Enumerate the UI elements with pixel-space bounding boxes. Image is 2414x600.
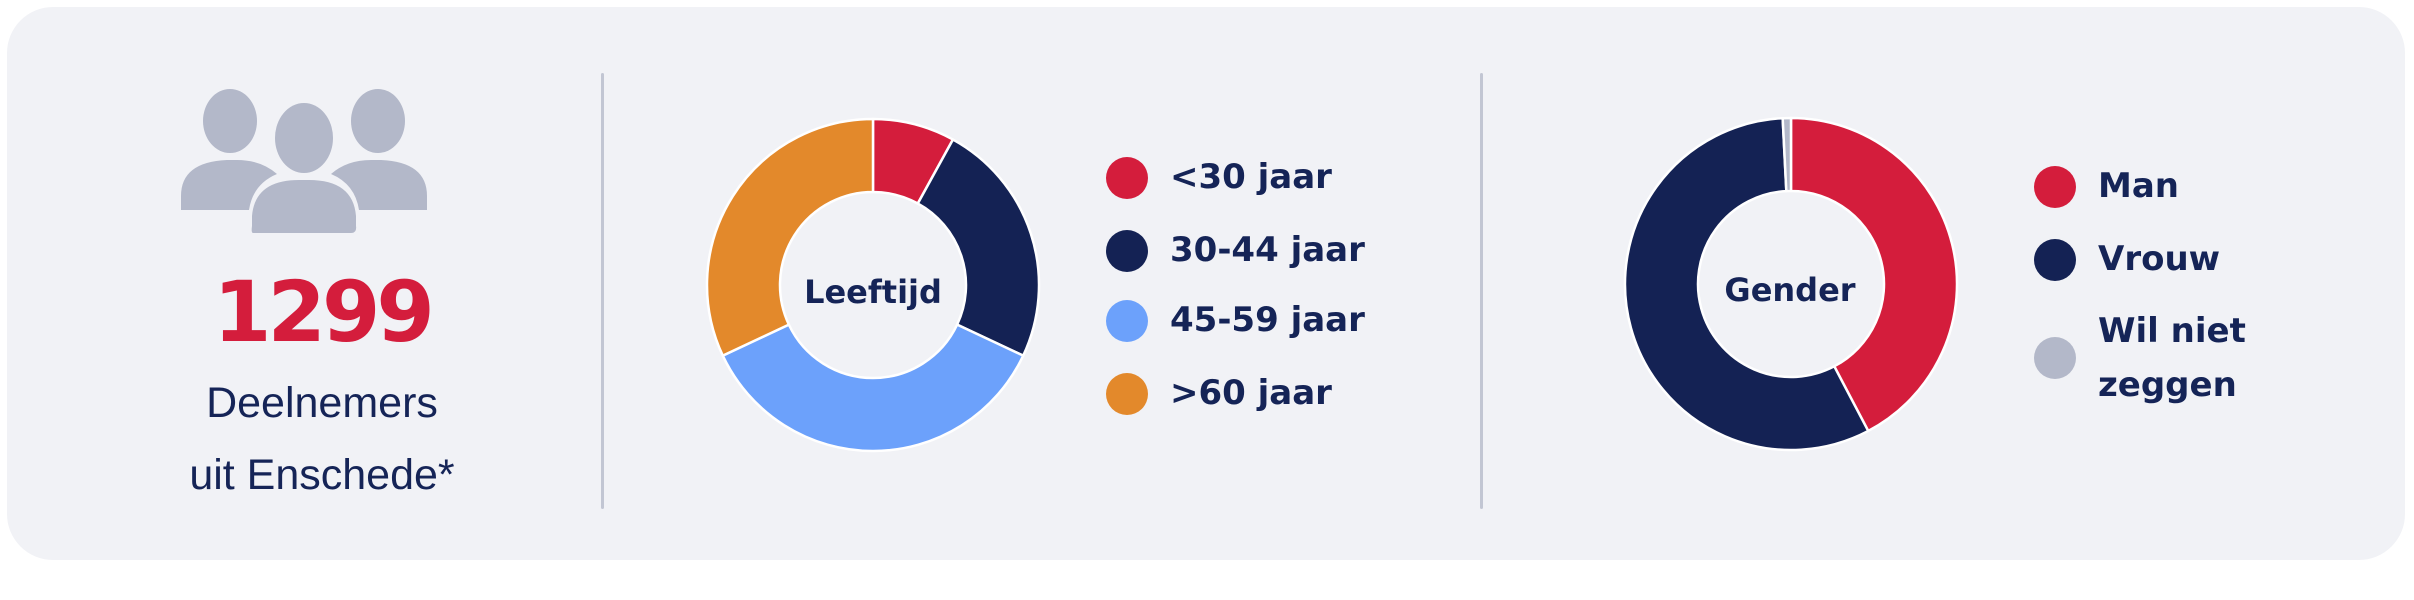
- divider-right: [1480, 73, 1483, 509]
- participant-count: 1299: [213, 263, 435, 361]
- legend-label: >60 jaar: [1170, 373, 1332, 413]
- legend-label-line-2: zeggen: [2098, 365, 2237, 405]
- donut-segment: [1781, 116, 1793, 193]
- donut-segment: [1789, 116, 1959, 433]
- divider-left: [601, 73, 604, 509]
- legend-dot-orange: [1106, 372, 1148, 415]
- legend-label: Wil niet zeggen: [2098, 304, 2246, 412]
- gender-donut-chart: [1623, 116, 1959, 452]
- legend-item-under-30: <30 jaar: [1106, 150, 1332, 205]
- legend-label: 30-44 jaar: [1170, 230, 1365, 270]
- legend-label: Vrouw: [2098, 239, 2221, 279]
- legend-label: 45-59 jaar: [1170, 300, 1365, 340]
- stats-card: [7, 7, 2405, 560]
- donut-segment: [916, 138, 1041, 357]
- legend-item-over-60: >60 jaar: [1106, 366, 1332, 421]
- legend-dot-red: [1106, 156, 1148, 199]
- legend-dot-light-blue: [1106, 299, 1148, 342]
- legend-dot-red: [2034, 165, 2076, 208]
- legend-item-vrouw: Vrouw: [2034, 232, 2220, 287]
- legend-dot-navy: [1106, 229, 1148, 272]
- legend-dot-grey: [2034, 337, 2076, 379]
- legend-item-wil-niet-zeggen: Wil niet zeggen: [2034, 304, 2246, 412]
- donut-segment: [1623, 116, 1870, 452]
- age-donut-center-label: Leeftijd: [804, 273, 942, 311]
- legend-label-line-1: Wil niet: [2098, 311, 2246, 351]
- legend-item-30-44: 30-44 jaar: [1106, 223, 1365, 278]
- donut-segment: [705, 117, 875, 357]
- legend-label: Man: [2098, 166, 2179, 206]
- caption-line-1: Deelnemers: [206, 379, 438, 427]
- legend-dot-navy: [2034, 238, 2076, 281]
- gender-donut-center-label: Gender: [1724, 271, 1856, 309]
- legend-label: <30 jaar: [1170, 157, 1332, 197]
- legend-item-45-59: 45-59 jaar: [1106, 293, 1365, 348]
- caption-line-2: uit Enschede*: [189, 451, 455, 499]
- age-donut-chart: [705, 117, 1041, 453]
- people-group-icon: [181, 89, 427, 233]
- donut-segment: [721, 323, 1025, 453]
- legend-item-man: Man: [2034, 159, 2179, 214]
